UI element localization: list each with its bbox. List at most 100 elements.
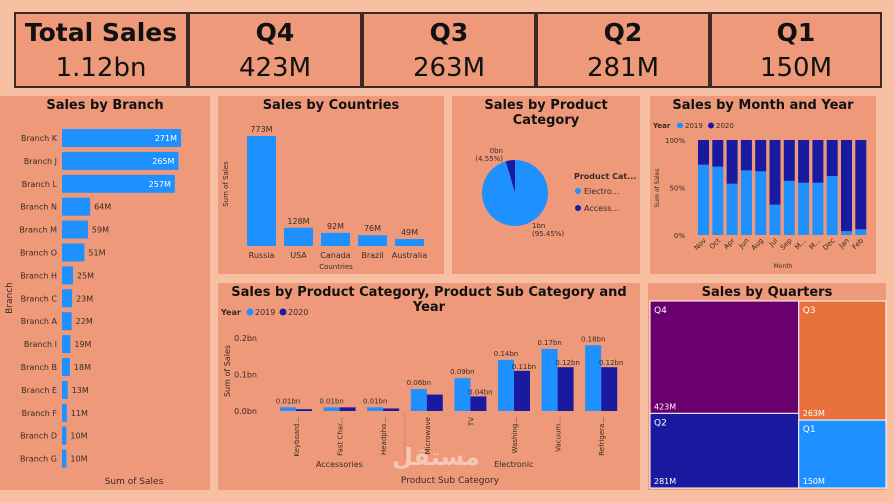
branch-bar[interactable] xyxy=(62,426,67,445)
legend-marker[interactable] xyxy=(246,308,254,316)
legend-marker[interactable] xyxy=(575,188,581,194)
treemap-tile-q2[interactable] xyxy=(649,412,800,489)
stacked-bar-2020[interactable] xyxy=(740,140,752,171)
branch-bar[interactable] xyxy=(62,312,72,331)
quarters-treemap[interactable]: Q4 423M Q3 263M Q2 281M Q1 150M xyxy=(648,283,887,490)
y-tick-label: Branch K xyxy=(21,134,58,143)
branch-bar[interactable] xyxy=(62,380,68,399)
stacked-bar-2020[interactable] xyxy=(812,140,824,183)
bar-2020[interactable] xyxy=(557,367,574,411)
country-bar[interactable] xyxy=(395,239,424,246)
category-pie-chart[interactable]: 0bn(4.55%) 1bn(95.45%) Product Cat... Elect… xyxy=(452,96,640,274)
stacked-bar-2020[interactable] xyxy=(855,140,867,230)
kpi-total-sales[interactable]: Total Sales 1.12bn xyxy=(14,12,188,88)
bar-2019[interactable] xyxy=(367,407,384,411)
bar-2020[interactable] xyxy=(514,370,530,411)
stacked-bar-2020[interactable] xyxy=(726,140,738,184)
bar-2019[interactable] xyxy=(280,407,296,411)
treemap-tile-q1[interactable] xyxy=(798,419,887,489)
bar-2019[interactable] xyxy=(498,359,514,411)
legend-marker[interactable] xyxy=(677,122,683,129)
branch-bar[interactable] xyxy=(62,243,85,262)
branch-bar[interactable] xyxy=(62,174,175,193)
stacked-bar-2020[interactable] xyxy=(841,140,852,232)
branch-bar[interactable] xyxy=(62,289,73,308)
panel-sales-by-subcategory[interactable]: Sales by Product Category, Product Sub C… xyxy=(218,283,640,490)
stacked-bar-2019[interactable] xyxy=(769,204,781,235)
branch-bar[interactable] xyxy=(62,197,91,216)
branch-bar-chart[interactable]: Branch K 271M Branch J 265M Branch L 257M Bran… xyxy=(0,96,210,490)
stacked-bar-2019[interactable] xyxy=(826,176,838,235)
branch-bar[interactable] xyxy=(62,266,73,285)
stacked-bar-2019[interactable] xyxy=(755,171,767,235)
stacked-bar-2020[interactable] xyxy=(783,140,795,181)
stacked-bar-2019[interactable] xyxy=(740,170,752,235)
treemap-tile-q4[interactable] xyxy=(649,300,800,414)
stacked-bar-2020[interactable] xyxy=(755,140,767,172)
bar-2019[interactable] xyxy=(410,389,427,411)
branch-bar[interactable] xyxy=(62,449,67,468)
countries-bar-chart[interactable]: 773M Russia 128M USA 92M Canada 76M Brazil 49M Au… xyxy=(218,96,444,274)
legend-marker[interactable] xyxy=(708,122,714,129)
pie-slice[interactable] xyxy=(482,160,548,227)
treemap-tile-q3[interactable] xyxy=(798,300,887,421)
branch-bar[interactable] xyxy=(62,403,67,422)
panel-sales-by-branch[interactable]: Sales by Branch Branch K 271M Branch J 265M… xyxy=(0,96,210,490)
bar-2020[interactable] xyxy=(470,396,487,411)
stacked-bar-2019[interactable] xyxy=(783,180,795,235)
branch-bar[interactable] xyxy=(62,129,181,147)
bar-2019[interactable] xyxy=(541,348,558,411)
bar-2019[interactable] xyxy=(454,378,471,411)
stacked-bar-2020[interactable] xyxy=(826,140,838,177)
panel-sales-by-countries[interactable]: Sales by Countries 773M Russia 128M USA 92M C… xyxy=(218,96,444,274)
branch-bar[interactable] xyxy=(62,151,179,170)
branch-bar[interactable] xyxy=(62,358,70,376)
kpi-q2[interactable]: Q2 281M xyxy=(536,12,710,88)
stacked-bar-2019[interactable] xyxy=(698,164,709,235)
kpi-q3[interactable]: Q3 263M xyxy=(362,12,536,88)
country-bar[interactable] xyxy=(321,232,350,246)
stacked-bar-2019[interactable] xyxy=(812,182,824,235)
country-bar[interactable] xyxy=(247,136,276,246)
chart-title: Sales by Countries xyxy=(262,98,400,113)
bar-2020[interactable] xyxy=(601,367,618,411)
legend-marker[interactable] xyxy=(279,308,287,316)
branch-bar[interactable] xyxy=(62,220,88,239)
kpi-label: Total Sales xyxy=(24,18,178,47)
pie-slice[interactable] xyxy=(505,160,515,193)
stacked-bar-2020[interactable] xyxy=(698,140,709,165)
country-bar[interactable] xyxy=(358,235,387,246)
panel-sales-by-month[interactable]: Sales by Month and Year Year 2019 2020 0% 50… xyxy=(650,96,876,274)
legend-marker[interactable] xyxy=(575,205,581,211)
stacked-bar-2019[interactable] xyxy=(855,229,867,235)
bar-2019[interactable] xyxy=(323,407,340,411)
stacked-bar-2020[interactable] xyxy=(712,140,724,167)
stacked-bar-2019[interactable] xyxy=(841,231,852,235)
country-bar[interactable] xyxy=(284,227,313,246)
data-label: 150M xyxy=(803,477,825,486)
data-label: 0.17bn xyxy=(537,339,561,347)
bar-2020[interactable] xyxy=(426,394,443,411)
data-label: 10M xyxy=(70,432,87,441)
y-axis-title: Sum of Sales xyxy=(654,168,661,207)
chart-title: Sales by Branch xyxy=(46,98,164,113)
stacked-bar-2020[interactable] xyxy=(769,140,781,205)
subcategory-bar-chart[interactable]: Year 2019 2020 0.0bn 0.1bn 0.2bn 0.01bn Keyboar… xyxy=(218,283,640,490)
panel-sales-by-quarters[interactable]: Sales by Quarters Q4 423M Q3 263M Q2 281M Q1 15… xyxy=(648,283,887,490)
bar-2020[interactable] xyxy=(383,408,400,411)
branch-bar[interactable] xyxy=(62,335,71,354)
bar-2020[interactable] xyxy=(339,407,356,411)
bar-2020[interactable] xyxy=(296,409,312,411)
y-tick-label: 0.1bn xyxy=(234,371,257,380)
stacked-bar-2019[interactable] xyxy=(726,183,738,235)
panel-sales-by-category[interactable]: Sales by Product Category 0bn (4.55%) 1bn(… xyxy=(452,96,640,274)
kpi-q4[interactable]: Q4 423M xyxy=(188,12,362,88)
kpi-q1[interactable]: Q1 150M xyxy=(710,12,882,88)
stacked-bar-2019[interactable] xyxy=(798,182,810,235)
bar-2019[interactable] xyxy=(585,345,602,411)
stacked-bar-2020[interactable] xyxy=(798,140,810,183)
stacked-bar-2019[interactable] xyxy=(712,166,724,235)
data-label: 11M xyxy=(71,409,88,418)
data-label: 423M xyxy=(654,402,676,411)
